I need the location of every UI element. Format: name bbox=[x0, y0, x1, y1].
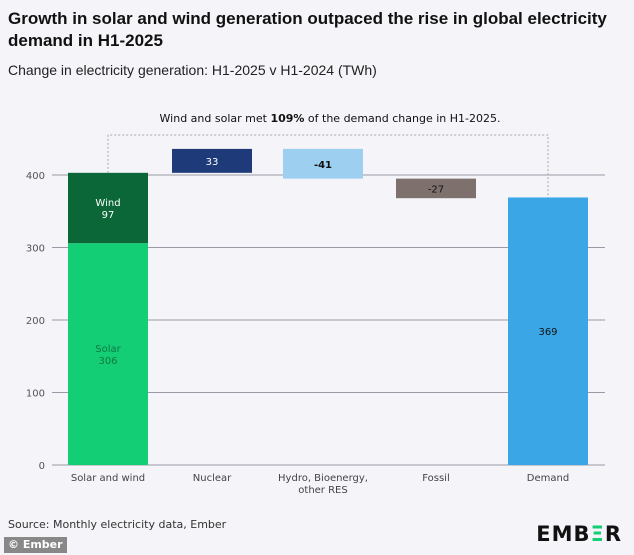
y-tick-label: 200 bbox=[26, 316, 45, 327]
bar-nuclear bbox=[172, 148, 252, 173]
x-tick-label: other RES bbox=[298, 485, 347, 496]
x-tick-label: Solar and wind bbox=[71, 473, 145, 484]
bar-label: Wind bbox=[95, 198, 120, 209]
x-tick-label: Demand bbox=[527, 473, 569, 484]
annotation-text: Wind and solar met 109% of the demand ch… bbox=[160, 112, 501, 125]
bar-solar bbox=[68, 243, 148, 465]
bar-label: Solar bbox=[95, 344, 121, 355]
bar-hydro-bioenergy-other-res bbox=[283, 148, 363, 179]
data-label: 306 bbox=[98, 356, 117, 367]
x-tick-label: Hydro, Bioenergy, bbox=[278, 473, 368, 484]
data-label: -27 bbox=[428, 184, 444, 195]
data-label: 369 bbox=[538, 327, 557, 338]
y-tick-label: 0 bbox=[39, 461, 45, 472]
annotation-bracket bbox=[107, 134, 549, 198]
x-tick-label: Nuclear bbox=[193, 473, 232, 484]
bar-wind bbox=[68, 172, 148, 244]
y-tick-label: 100 bbox=[26, 389, 45, 400]
bar-demand bbox=[508, 197, 588, 465]
bar-fossil bbox=[396, 178, 476, 199]
data-label: -41 bbox=[314, 160, 332, 171]
y-tick-label: 300 bbox=[26, 244, 45, 255]
copyright-badge: © Ember bbox=[4, 537, 67, 553]
x-tick-label: Fossil bbox=[422, 473, 450, 484]
y-tick-label: 400 bbox=[26, 171, 45, 182]
chart-title: Growth in solar and wind generation outp… bbox=[8, 9, 607, 50]
chart-subtitle: Change in electricity generation: H1-202… bbox=[8, 62, 377, 78]
data-label: 97 bbox=[102, 210, 115, 221]
source-note: Source: Monthly electricity data, Ember bbox=[8, 518, 227, 531]
data-label: 33 bbox=[206, 157, 219, 168]
ember-logo: EMBΞR bbox=[536, 522, 622, 546]
